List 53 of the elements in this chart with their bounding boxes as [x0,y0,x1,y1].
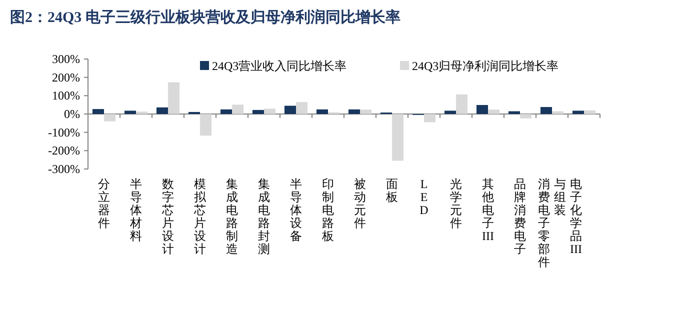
x-tick-label: 光学元件 [450,177,462,230]
y-tick-label: 100% [52,88,80,103]
bar [264,108,276,114]
x-tick-label: 面板 [386,177,398,204]
bar [200,114,212,136]
bar [444,110,456,114]
bar [220,109,232,114]
y-tick-label: 300% [52,52,80,66]
bar [508,111,520,114]
x-tick-label: 模拟芯片设计 [194,177,206,256]
bar [540,107,552,114]
bar [584,110,596,114]
chart-title: 图2：24Q3 电子三级行业板块营收及归母净利润同比增长率 [10,8,400,26]
x-tick-label: 印制电路板 [322,177,334,243]
legend-label: 24Q3归母净利润同比增长率 [412,59,559,73]
bar [316,109,328,114]
bar [156,107,168,114]
bar [520,114,532,118]
category-label: 消费电子零部件与组装 [538,177,566,269]
bar [552,111,564,114]
x-tick-label: 被动元件 [354,177,366,230]
x-tick-label: 集成电路封测 [258,177,270,256]
bar [168,82,180,114]
x-tick-label: 集成电路制造 [226,177,238,256]
y-tick-label: -300% [48,162,80,176]
bar [232,104,244,114]
bar [360,110,372,114]
bar [252,110,264,114]
x-tick-label: 品牌消费电子 [514,177,526,256]
bar [488,110,500,114]
bar [284,106,296,114]
x-tick-label: 半导体材料 [130,177,142,243]
bar [392,114,404,161]
bar [572,110,584,114]
x-tick-label: LED [418,177,430,217]
x-tick-label: 数字芯片设计 [162,177,174,256]
bar [424,114,436,122]
y-tick-label: -200% [48,144,80,158]
x-tick-label: 电子化学品III [570,177,583,258]
y-tick-label: 200% [52,70,80,84]
y-tick-label: 0% [64,107,80,121]
y-tick-label: -100% [48,125,80,140]
bar [456,94,468,114]
bar [348,109,360,114]
legend-label: 24Q3营业收入同比增长率 [212,59,347,73]
bar [296,102,308,114]
bar [92,109,104,114]
bar [476,105,488,114]
x-tick-label: 半导体设备 [290,177,302,243]
bar [124,110,136,114]
x-tick-label: 分立器件 [98,177,110,230]
bar [104,114,116,122]
x-tick-label: 其他电子III [482,177,494,243]
